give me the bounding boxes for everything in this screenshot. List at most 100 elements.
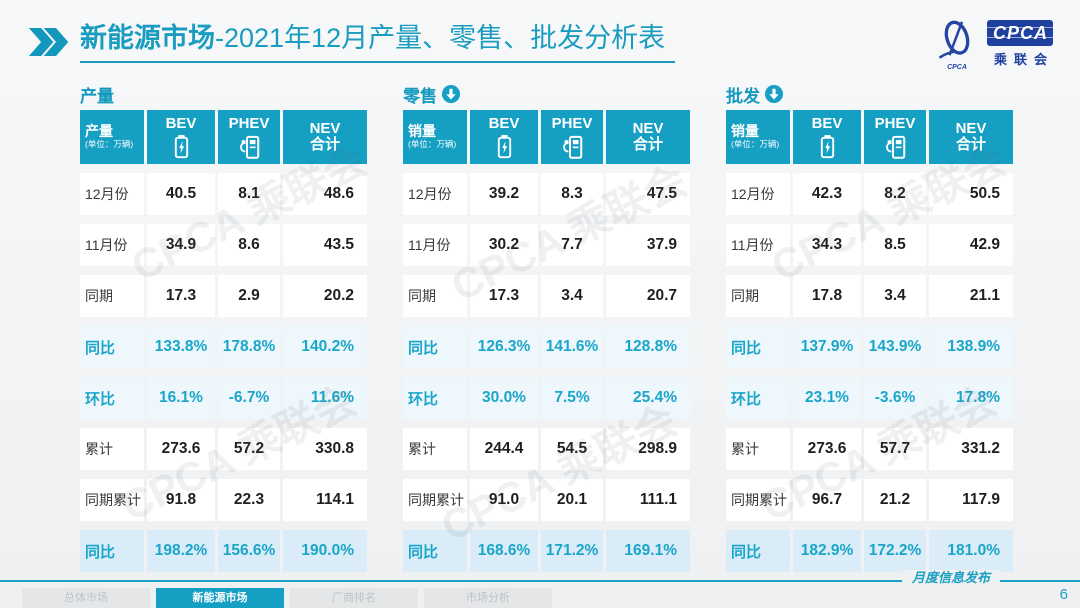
data-table: 零售 销量 (单位：万辆) BEV bbox=[403, 84, 690, 572]
cell-bev: 17.3 bbox=[147, 275, 215, 317]
cell-phev: 8.1 bbox=[218, 173, 280, 215]
battery-icon bbox=[818, 134, 837, 159]
row-label: 同比 bbox=[80, 530, 144, 572]
cell-bev: 96.7 bbox=[793, 479, 861, 521]
down-arrow-icon bbox=[765, 85, 783, 103]
row-label: 累计 bbox=[726, 428, 790, 470]
cell-bev: 40.5 bbox=[147, 173, 215, 215]
cell-nev: 330.8 bbox=[283, 428, 367, 470]
publish-label: 月度信息发布 bbox=[901, 570, 1000, 586]
page-number: 6 bbox=[1059, 586, 1068, 603]
row-label: 同期 bbox=[80, 275, 144, 317]
down-arrow-icon bbox=[442, 85, 460, 103]
cell-bev: 137.9% bbox=[793, 326, 861, 368]
col-header-nev: NEV 合计 bbox=[929, 110, 1013, 164]
col-header-nev: NEV 合计 bbox=[606, 110, 690, 164]
cell-bev: 23.1% bbox=[793, 377, 861, 419]
col-header-phev: PHEV bbox=[218, 110, 280, 164]
row-label: 12月份 bbox=[403, 173, 467, 215]
cell-phev: 178.8% bbox=[218, 326, 280, 368]
row-label: 12月份 bbox=[80, 173, 144, 215]
cell-bev: 42.3 bbox=[793, 173, 861, 215]
cell-nev: 190.0% bbox=[283, 530, 367, 572]
row-label: 环比 bbox=[403, 377, 467, 419]
row-label: 环比 bbox=[80, 377, 144, 419]
cell-nev: 169.1% bbox=[606, 530, 690, 572]
table-corner-header: 销量 (单位：万辆) bbox=[726, 110, 790, 164]
cpca-emblem-icon: CPCA bbox=[932, 16, 982, 71]
data-table: 批发 销量 (单位：万辆) BEV bbox=[726, 84, 1013, 572]
cell-phev: 171.2% bbox=[541, 530, 603, 572]
charger-icon bbox=[560, 134, 585, 159]
cell-bev: 17.3 bbox=[470, 275, 538, 317]
cell-bev: 34.3 bbox=[793, 224, 861, 266]
cell-bev: 30.2 bbox=[470, 224, 538, 266]
cell-phev: 8.5 bbox=[864, 224, 926, 266]
col-header-nev: NEV 合计 bbox=[283, 110, 367, 164]
footer-tab-bar: 总体市场 新能源市场 厂商排名 市场分析 bbox=[22, 588, 552, 608]
table-corner-header: 销量 (单位：万辆) bbox=[403, 110, 467, 164]
table-grid: 销量 (单位：万辆) BEV PHEV bbox=[726, 110, 1013, 572]
cell-nev: 138.9% bbox=[929, 326, 1013, 368]
cell-bev: 30.0% bbox=[470, 377, 538, 419]
data-table: 产量 产量 (单位：万辆) BEV bbox=[80, 84, 367, 572]
row-label: 12月份 bbox=[726, 173, 790, 215]
section-title: 批发 bbox=[726, 86, 760, 106]
row-label: 同比 bbox=[726, 326, 790, 368]
cell-nev: 20.7 bbox=[606, 275, 690, 317]
tables-area: 产量 产量 (单位：万辆) BEV bbox=[80, 84, 1013, 572]
cell-phev: 141.6% bbox=[541, 326, 603, 368]
cell-bev: 16.1% bbox=[147, 377, 215, 419]
cell-bev: 244.4 bbox=[470, 428, 538, 470]
cell-bev: 198.2% bbox=[147, 530, 215, 572]
cell-nev: 50.5 bbox=[929, 173, 1013, 215]
page-title-highlight: 新能源市场 bbox=[80, 23, 215, 53]
cell-phev: 172.2% bbox=[864, 530, 926, 572]
row-label: 11月份 bbox=[80, 224, 144, 266]
page-title: 新能源市场-2021年12月产量、零售、批发分析表 bbox=[80, 23, 676, 63]
cell-bev: 168.6% bbox=[470, 530, 538, 572]
cell-nev: 298.9 bbox=[606, 428, 690, 470]
col-header-bev: BEV bbox=[147, 110, 215, 164]
row-label: 同比 bbox=[726, 530, 790, 572]
section-title: 零售 bbox=[403, 86, 437, 106]
slide-header: 新能源市场-2021年12月产量、零售、批发分析表 bbox=[28, 23, 676, 63]
cell-bev: 34.9 bbox=[147, 224, 215, 266]
cell-phev: 8.3 bbox=[541, 173, 603, 215]
cell-phev: 22.3 bbox=[218, 479, 280, 521]
footer-tab-总体市场[interactable]: 总体市场 bbox=[22, 588, 150, 608]
footer-tab-厂商排名[interactable]: 厂商排名 bbox=[290, 588, 418, 608]
cell-nev: 128.8% bbox=[606, 326, 690, 368]
cell-phev: -6.7% bbox=[218, 377, 280, 419]
cell-nev: 181.0% bbox=[929, 530, 1013, 572]
cell-phev: 7.5% bbox=[541, 377, 603, 419]
cell-phev: 8.6 bbox=[218, 224, 280, 266]
row-label: 同比 bbox=[80, 326, 144, 368]
section-label: 批发 bbox=[726, 84, 1013, 106]
col-header-phev: PHEV bbox=[864, 110, 926, 164]
page-title-rest: -2021年12月产量、零售、批发分析表 bbox=[215, 23, 666, 53]
col-header-bev: BEV bbox=[470, 110, 538, 164]
cell-nev: 37.9 bbox=[606, 224, 690, 266]
cell-phev: 21.2 bbox=[864, 479, 926, 521]
cell-phev: 7.7 bbox=[541, 224, 603, 266]
cell-bev: 126.3% bbox=[470, 326, 538, 368]
cell-bev: 273.6 bbox=[147, 428, 215, 470]
cell-nev: 117.9 bbox=[929, 479, 1013, 521]
cell-phev: 156.6% bbox=[218, 530, 280, 572]
row-label: 同期累计 bbox=[726, 479, 790, 521]
cell-nev: 331.2 bbox=[929, 428, 1013, 470]
cell-nev: 140.2% bbox=[283, 326, 367, 368]
cell-phev: 20.1 bbox=[541, 479, 603, 521]
cell-phev: 8.2 bbox=[864, 173, 926, 215]
battery-icon bbox=[172, 134, 191, 159]
footer-tab-新能源市场[interactable]: 新能源市场 bbox=[156, 588, 284, 608]
cell-bev: 39.2 bbox=[470, 173, 538, 215]
cell-bev: 91.0 bbox=[470, 479, 538, 521]
footer-tab-市场分析[interactable]: 市场分析 bbox=[424, 588, 552, 608]
cpca-wordmark: CPCA bbox=[987, 19, 1054, 46]
cell-nev: 111.1 bbox=[606, 479, 690, 521]
cell-bev: 273.6 bbox=[793, 428, 861, 470]
cell-nev: 17.8% bbox=[929, 377, 1013, 419]
